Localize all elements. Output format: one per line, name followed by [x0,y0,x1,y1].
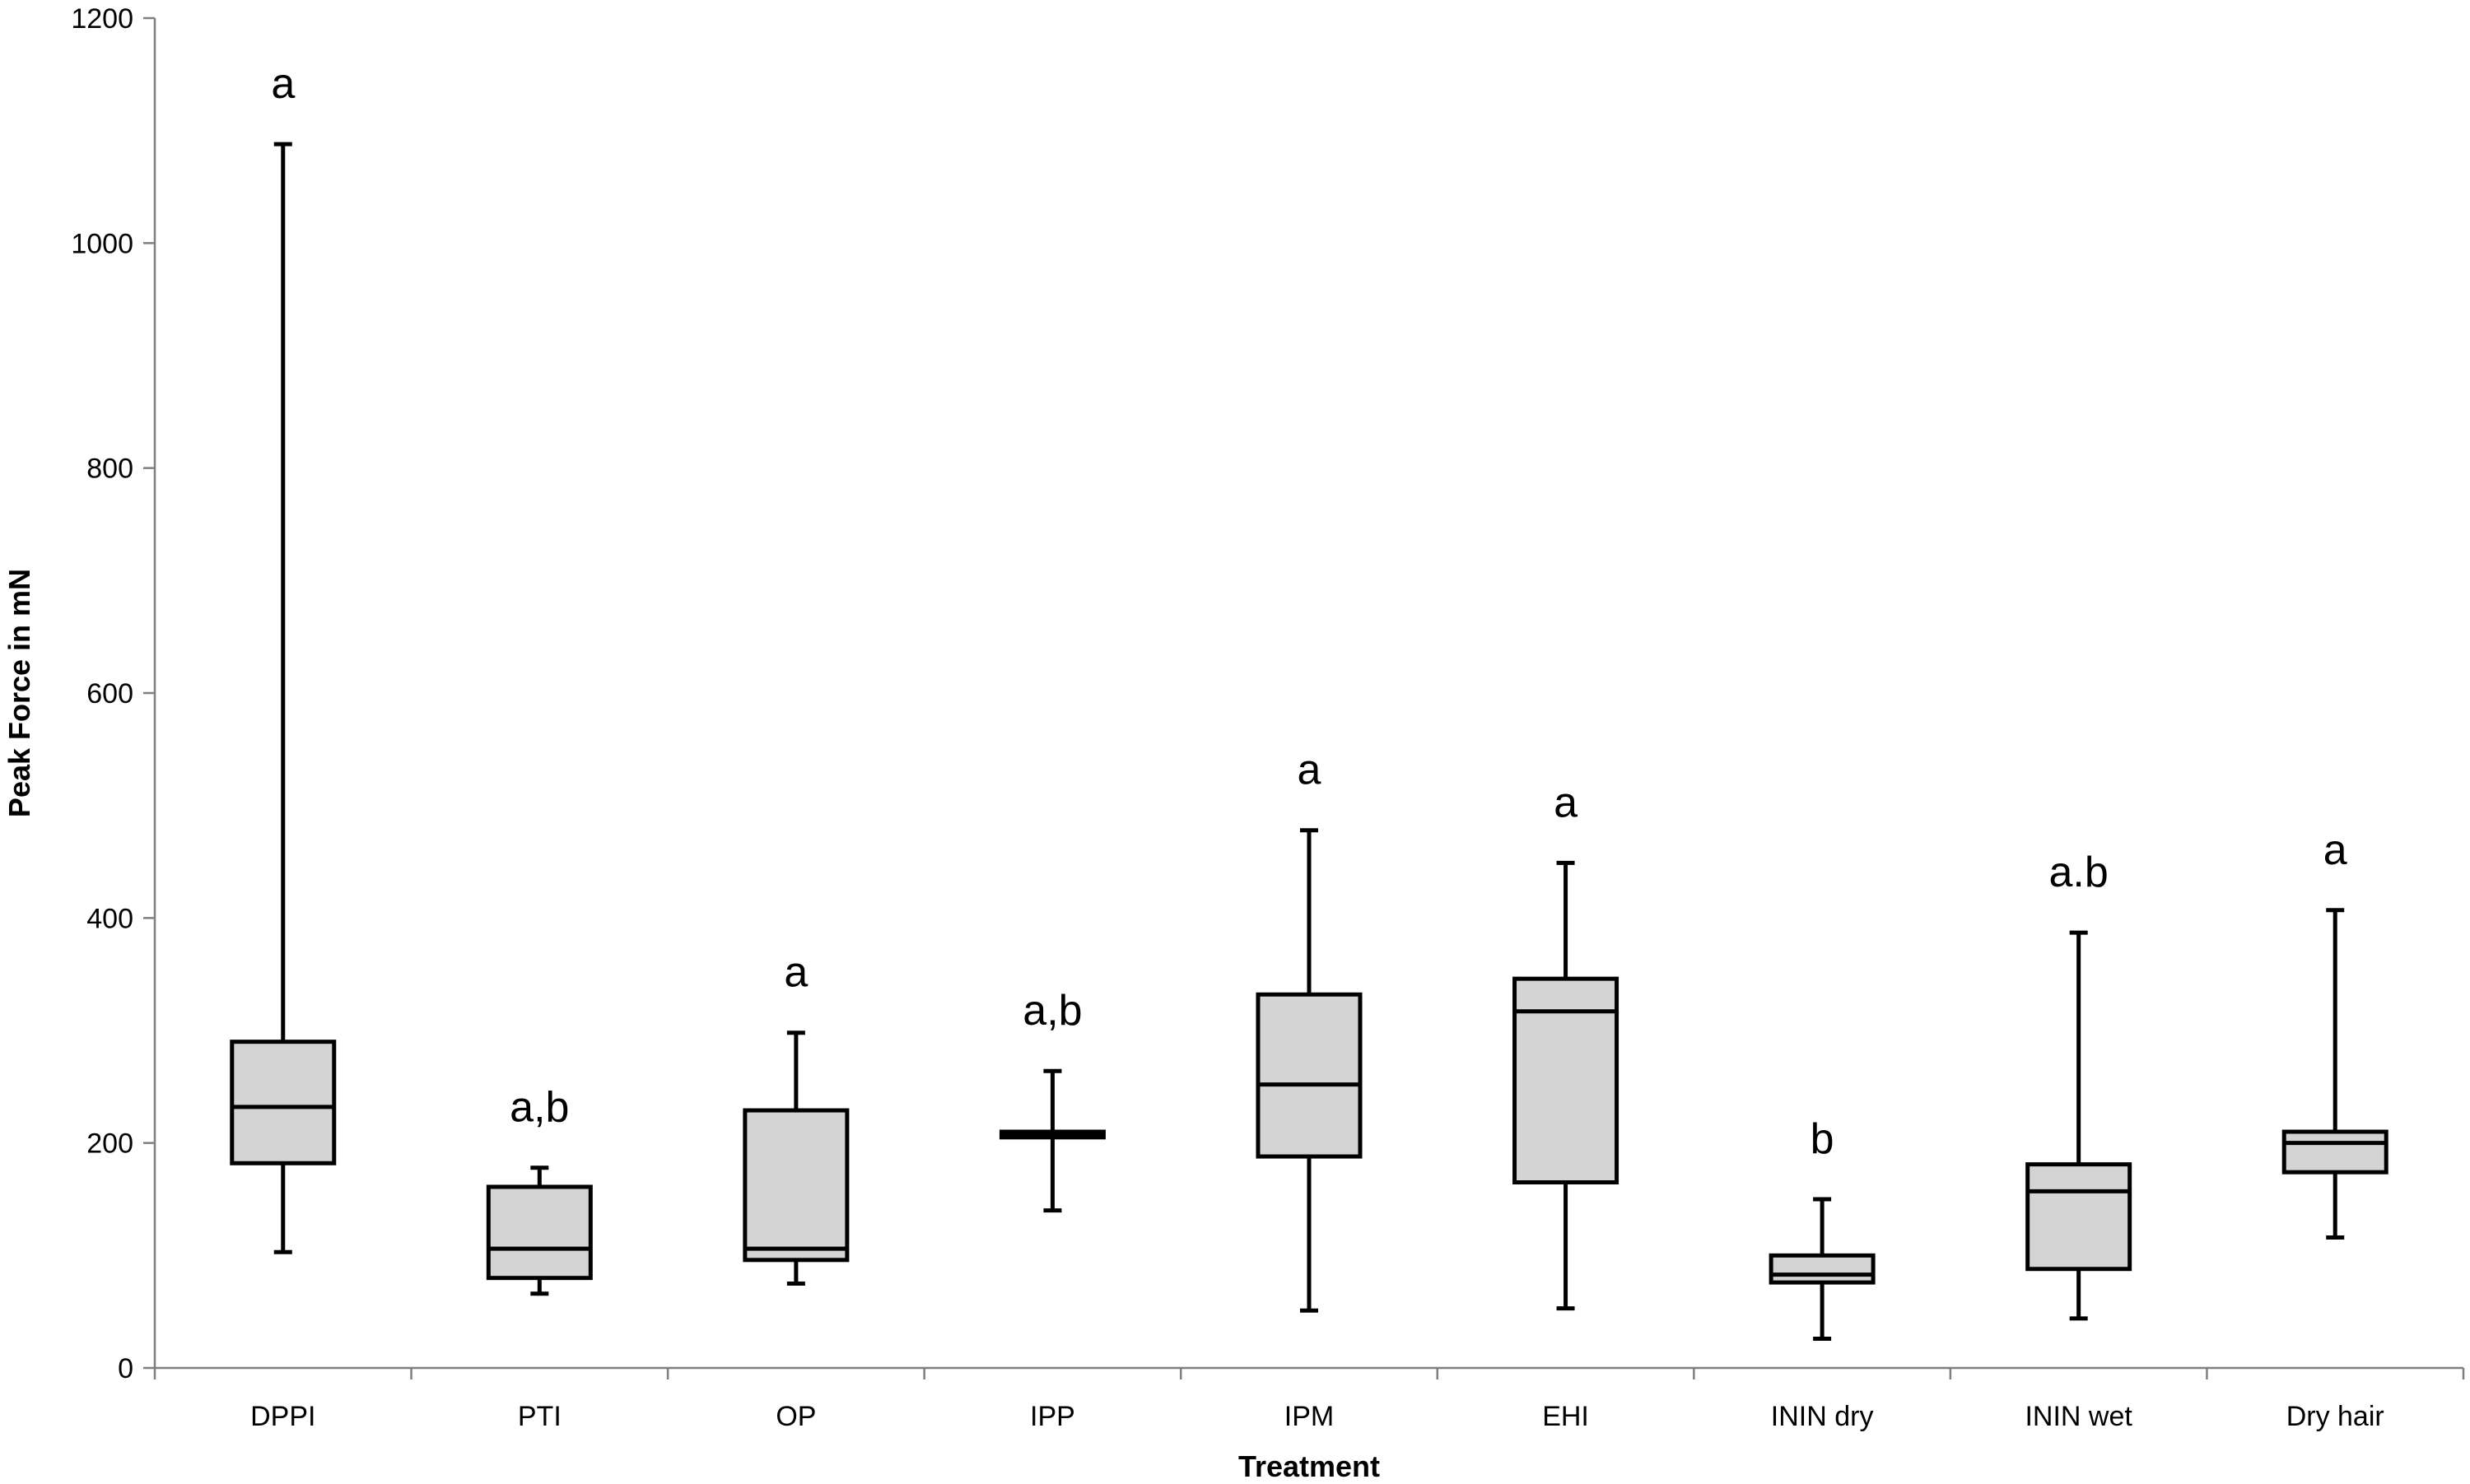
x-tick-label: EHI [1542,1401,1589,1432]
x-tick-label: Dry hair [2286,1401,2384,1432]
x-tick-label: ININ wet [2025,1401,2132,1432]
box-ipm: a [1256,747,1363,1313]
box-ehi: a [1512,779,1619,1311]
x-axis: DPPI PTI OP IPP IPM EHI ININ dry ININ wet Dry ha… [153,1366,2465,1432]
y-axis-title: Peak Force in mN [2,569,36,817]
box-iqr [2281,1129,2388,1175]
y-tick-label: 600 [86,678,133,709]
significance-letter: a.b [2049,849,2109,896]
boxes: a a,b a a,b a a b a.b a [230,60,2388,1341]
box-dppi: a [230,60,337,1254]
y-tick-label: 200 [86,1128,133,1160]
box-iqr [230,1040,337,1165]
box-iqr [743,1108,850,1263]
y-tick-label: 1000 [71,228,133,259]
significance-letter: a [271,60,295,108]
x-tick-label: OP [776,1401,816,1432]
significance-letter: a [1554,779,1578,826]
box-pti: a,b [486,1084,593,1296]
y-tick-label: 800 [86,454,133,485]
significance-letter: a [784,949,808,997]
significance-letter: b [1811,1115,1834,1163]
box-op: a [743,949,850,1286]
box-inin-wet: a.b [2025,849,2132,1321]
box-iqr [486,1184,593,1281]
x-tick-label: ININ dry [1771,1401,1874,1432]
x-tick-label: IPP [1030,1401,1075,1432]
y-tick-label: 1200 [71,3,133,35]
y-tick-label: 0 [118,1353,133,1384]
box-dry-hair: a [2281,826,2388,1240]
box-iqr [2025,1162,2132,1272]
box-iqr [1512,976,1619,1184]
y-axis: 0 200 400 600 800 1000 1200 [71,3,156,1384]
x-tick-label: IPM [1284,1401,1334,1432]
box-iqr [1256,992,1363,1159]
box-iqr [1769,1253,1876,1285]
x-tick-label: PTI [518,1401,562,1432]
box-ipp: a,b [999,987,1106,1213]
x-tick-label: DPPI [250,1401,315,1432]
significance-letter: a [1298,747,1321,794]
significance-letter: a,b [510,1084,569,1132]
x-axis-title: Treatment [1238,1449,1380,1483]
y-tick-label: 400 [86,903,133,934]
significance-letter: a [2323,826,2347,874]
significance-letter: a,b [1023,987,1082,1035]
box-inin-dry: b [1769,1115,1876,1341]
